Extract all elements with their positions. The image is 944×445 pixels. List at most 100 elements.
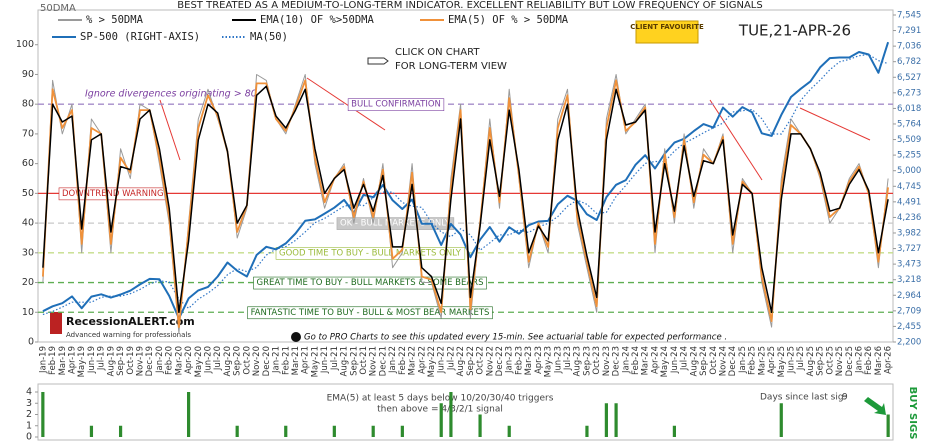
y2-tick-label: 2,964 xyxy=(897,291,921,301)
x-tick-label: Mar-26 xyxy=(874,346,884,375)
x-tick-label: Sep-23 xyxy=(582,346,592,376)
y-tick-label: 40 xyxy=(22,218,34,229)
y-tick-label: 90 xyxy=(22,69,34,80)
x-tick-label: Oct-19 xyxy=(126,346,136,375)
x-tick-label: Dec-19 xyxy=(145,346,155,376)
x-tick-label: May-21 xyxy=(310,346,320,377)
reference-label: BULL CONFIRMATION xyxy=(351,100,441,110)
signal-bar xyxy=(186,392,191,437)
y2-tick-label: 6,782 xyxy=(897,57,921,67)
legend-label: MA(50) xyxy=(250,31,288,43)
x-tick-label: Nov-24 xyxy=(718,346,728,376)
signal-bar xyxy=(235,425,239,437)
y2-tick-label: 5,000 xyxy=(897,166,921,176)
trend-line xyxy=(709,99,763,181)
x-tick-label: Jul-24 xyxy=(680,346,690,371)
trend-line xyxy=(159,99,181,161)
x-tick-label: Mar-24 xyxy=(641,346,651,375)
x-tick-label: Mar-22 xyxy=(408,346,418,375)
x-tick-label: May-20 xyxy=(194,346,204,377)
badge: CLIENT FAVOURITE xyxy=(630,23,704,31)
y2-tick-label: 6,018 xyxy=(897,104,921,114)
series-line xyxy=(42,41,890,320)
x-tick-label: Oct-24 xyxy=(709,346,719,375)
x-tick-label: Feb-26 xyxy=(864,346,874,375)
x-tick-label: Oct-23 xyxy=(592,346,602,375)
x-tick-label: Nov-22 xyxy=(485,346,495,376)
x-tick-label: Jan-19 xyxy=(38,346,48,374)
chart-title: BEST TREATED AS A MEDIUM-TO-LONG-TERM IN… xyxy=(177,0,762,11)
y-tick-label: 4 xyxy=(26,387,32,398)
signal-bar xyxy=(118,425,123,437)
y-tick-label: 2 xyxy=(26,409,32,420)
logo-tagline: Advanced warning for professionals xyxy=(66,331,191,339)
signal-note: EMA(5) at least 5 days below 10/20/30/40… xyxy=(327,394,554,404)
x-tick-label: Aug-22 xyxy=(456,346,466,376)
x-tick-label: Apr-26 xyxy=(884,346,894,374)
hand-icon xyxy=(367,57,389,65)
x-tick-label: Apr-21 xyxy=(301,346,311,374)
y2-tick-label: 3,982 xyxy=(897,228,921,238)
y2-tick-label: 6,273 xyxy=(897,88,921,98)
badge-box xyxy=(635,20,699,44)
arrow xyxy=(864,397,886,415)
x-tick-label: Sep-22 xyxy=(466,346,476,376)
y2-tick-label: 2,200 xyxy=(897,338,921,348)
y2-tick-label: 7,036 xyxy=(897,42,921,52)
signal-bar xyxy=(41,392,45,437)
x-tick-label: Dec-21 xyxy=(378,346,388,376)
x-tick-label: Sep-21 xyxy=(349,346,359,376)
x-tick-label: Apr-23 xyxy=(534,346,544,374)
x-tick-label: Sep-25 xyxy=(816,346,826,376)
x-tick-label: Oct-21 xyxy=(359,346,369,375)
x-tick-label: Oct-22 xyxy=(476,346,486,375)
y2-tick-label: 3,727 xyxy=(897,244,921,254)
y2-tick-label: 6,527 xyxy=(897,73,921,83)
reference-label: FANTASTIC TIME TO BUY - BULL & MOST BEAR… xyxy=(251,308,490,318)
click-note: FOR LONG-TERM VIEW xyxy=(395,61,507,72)
reference-label: OK - BULL MARKETS ONLY xyxy=(340,219,451,229)
legend-label: % > 50DMA xyxy=(86,14,144,26)
x-tick-label: Jul-19 xyxy=(97,346,107,371)
x-tick-label: Jul-25 xyxy=(796,346,806,371)
y2-tick-label: 5,764 xyxy=(897,119,921,129)
x-tick-label: Apr-22 xyxy=(417,346,427,374)
x-tick-label: Feb-23 xyxy=(514,346,524,375)
trend-line xyxy=(799,107,871,141)
y2-tick-label: 7,545 xyxy=(897,11,921,21)
signal-bar xyxy=(478,414,482,437)
reference-label: DOWNTREND WARNING xyxy=(62,189,164,199)
y2-tick-label: 4,491 xyxy=(897,197,921,207)
y-tick-label: 60 xyxy=(22,158,34,169)
x-tick-label: Nov-25 xyxy=(835,346,845,376)
y2-tick-label: 5,509 xyxy=(897,135,921,145)
y2-tick-label: 2,455 xyxy=(897,322,921,332)
days-label: Days since last sig: xyxy=(760,393,847,403)
x-tick-label: Feb-25 xyxy=(748,346,758,375)
x-tick-label: Mar-20 xyxy=(174,346,184,375)
x-tick-label: Sep-24 xyxy=(699,346,709,376)
signal-bar xyxy=(779,403,783,437)
x-tick-label: May-25 xyxy=(777,346,787,377)
info-icon xyxy=(291,332,301,342)
x-tick-label: Jul-20 xyxy=(213,346,223,371)
legend-label: EMA(5) OF % > 50DMA xyxy=(448,14,569,26)
side-label: BUY SIGS xyxy=(907,387,918,440)
x-tick-label: Feb-19 xyxy=(48,346,58,375)
x-tick-label: May-23 xyxy=(544,346,554,377)
x-tick-label: Jan-21 xyxy=(272,346,282,374)
x-tick-label: Jul-22 xyxy=(446,346,456,371)
days-value: 9 xyxy=(842,393,848,403)
reference-label-box xyxy=(336,217,455,230)
x-tick-label: Apr-24 xyxy=(650,346,660,374)
date-label: TUE,21-APR-26 xyxy=(738,22,851,40)
y-tick-label: 70 xyxy=(22,128,34,139)
x-tick-label: Mar-21 xyxy=(291,346,301,375)
signal-bar xyxy=(332,425,336,437)
click-note: CLICK ON CHART xyxy=(395,47,480,58)
y-tick-label: 100 xyxy=(16,39,34,50)
x-tick-label: Sep-19 xyxy=(116,346,126,376)
x-tick-label: Nov-19 xyxy=(136,346,146,376)
x-tick-label: Oct-20 xyxy=(242,346,252,375)
